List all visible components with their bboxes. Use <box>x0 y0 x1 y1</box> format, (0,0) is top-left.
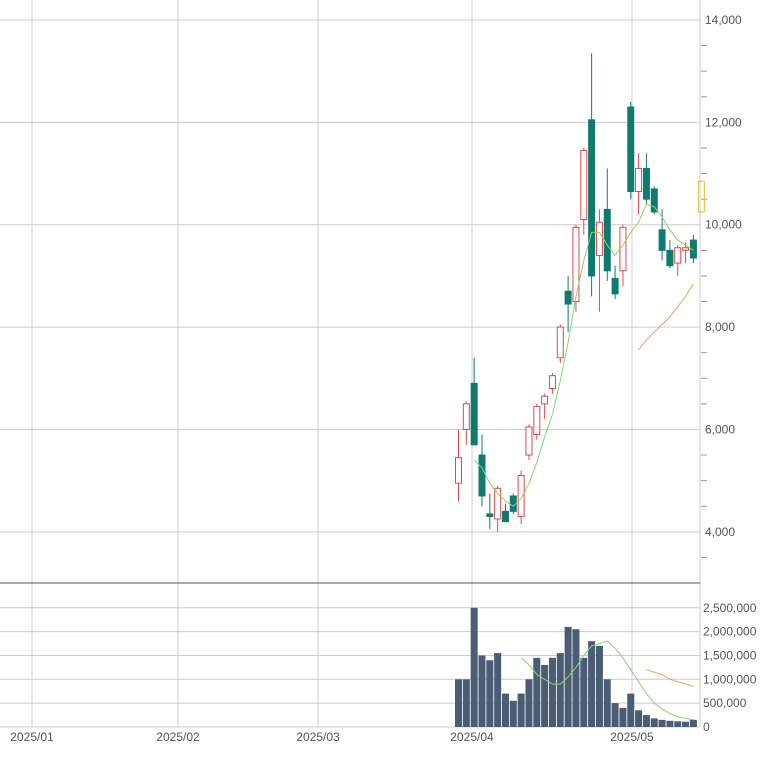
volume-pane <box>455 607 697 727</box>
volume-bar <box>588 641 596 727</box>
volume-bar <box>533 657 541 727</box>
volume-bar <box>666 720 674 727</box>
candle-body <box>564 290 572 305</box>
candle-body <box>455 457 462 484</box>
volume-bar <box>455 679 462 727</box>
volume-bar <box>603 679 611 727</box>
candle-body <box>689 239 697 259</box>
volume-bar <box>611 703 619 727</box>
candle-body <box>548 375 556 390</box>
candle-body <box>556 326 564 359</box>
volume-bar <box>635 710 643 727</box>
price-pane <box>455 53 705 532</box>
volume-bar <box>470 607 478 727</box>
volume-bar <box>541 665 549 727</box>
volume-bar <box>478 655 486 727</box>
volume-bar <box>509 700 517 727</box>
latest-candle-outline <box>697 180 705 213</box>
volume-bar <box>689 719 697 727</box>
volume-bar <box>462 679 470 727</box>
candle-body <box>627 106 635 192</box>
volume-ma-long-line <box>646 669 694 687</box>
x-tick-label: 2025/05 <box>610 730 654 744</box>
volume-ma-short-line <box>520 640 694 721</box>
candle-body <box>682 247 690 251</box>
price-tick-label: 14,000 <box>705 13 742 27</box>
volume-bar <box>682 721 690 727</box>
candle-body <box>462 403 470 430</box>
volume-tick-label: 2,000,000 <box>703 625 757 639</box>
candle-body <box>470 382 478 446</box>
volume-bar <box>642 715 650 727</box>
candle-body <box>541 395 549 405</box>
volume-tick-label: 1,500,000 <box>703 648 757 662</box>
volume-bar <box>517 693 525 727</box>
volume-bar <box>494 653 502 727</box>
price-ma-long-line <box>638 283 694 351</box>
candle-body <box>486 513 494 517</box>
grid-layer <box>0 0 707 728</box>
candle-body <box>580 150 588 221</box>
candle-body <box>478 454 486 497</box>
volume-bar <box>580 657 588 727</box>
candle-body <box>674 247 682 264</box>
candle-body <box>650 188 658 213</box>
volume-bar <box>619 707 627 727</box>
candle-body <box>533 405 541 436</box>
candle-body <box>501 510 509 523</box>
candle-body <box>619 226 627 272</box>
price-tick-label: 10,000 <box>705 218 742 232</box>
volume-bar <box>486 660 494 727</box>
price-tick-label: 8,000 <box>705 320 735 334</box>
candle-body <box>572 226 580 302</box>
volume-bar <box>595 645 603 727</box>
candle-body <box>635 167 643 192</box>
volume-bar <box>525 679 533 727</box>
candle-body <box>588 119 596 277</box>
axis-labels: 2025/01 2025/02 2025/03 2025/04 2025/05 4,000… <box>10 13 756 744</box>
candle-body <box>525 426 533 456</box>
x-tick-label: 2025/02 <box>156 730 200 744</box>
candle-body <box>666 249 674 267</box>
candle-body <box>517 475 525 517</box>
volume-bar <box>501 693 509 727</box>
x-tick-label: 2025/04 <box>450 730 494 744</box>
candle-body <box>603 208 611 272</box>
volume-bar <box>556 653 564 727</box>
candle-body <box>611 277 619 295</box>
x-tick-label: 2025/03 <box>296 730 340 744</box>
price-tick-label: 6,000 <box>705 422 735 436</box>
price-tick-label: 4,000 <box>705 525 735 539</box>
volume-tick-label: 1,000,000 <box>703 672 757 686</box>
volume-bar <box>572 629 580 727</box>
price-ma-short-line <box>473 203 694 507</box>
volume-bar <box>548 657 556 727</box>
volume-bar <box>627 693 635 727</box>
candle-body <box>642 167 650 200</box>
volume-bar <box>674 721 682 727</box>
volume-tick-label: 0 <box>703 720 710 734</box>
candle-body <box>658 229 666 251</box>
volume-tick-label: 2,500,000 <box>703 601 757 615</box>
candle-body <box>595 221 603 256</box>
volume-tick-label: 500,000 <box>703 696 747 710</box>
volume-bar <box>650 718 658 727</box>
volume-bar <box>658 719 666 727</box>
candle-body <box>494 487 502 520</box>
price-tick-label: 12,000 <box>705 115 742 129</box>
x-tick-label: 2025/01 <box>10 730 54 744</box>
